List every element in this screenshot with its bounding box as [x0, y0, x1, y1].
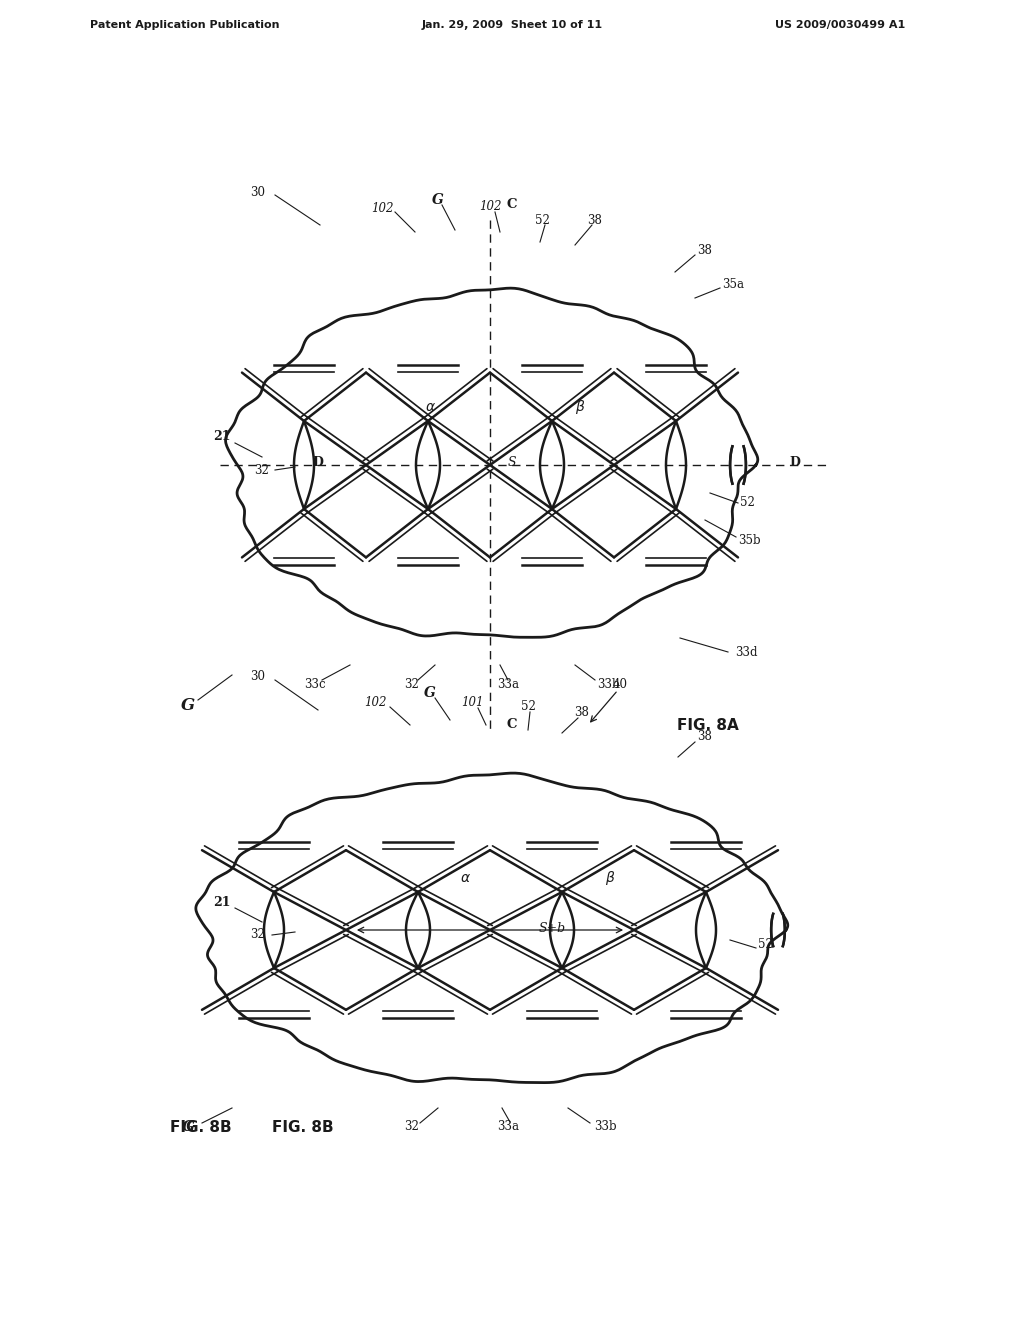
Text: 35b: 35b	[738, 533, 761, 546]
Text: 52: 52	[535, 214, 550, 227]
Text: FIG. 8A: FIG. 8A	[677, 718, 739, 733]
Text: S+b: S+b	[539, 921, 565, 935]
Polygon shape	[225, 288, 758, 638]
Text: 30: 30	[251, 671, 265, 684]
Text: 21: 21	[213, 430, 230, 444]
Text: 52: 52	[758, 939, 773, 952]
Text: 32: 32	[404, 678, 420, 692]
Text: G: G	[181, 1119, 195, 1134]
Text: $\beta$: $\beta$	[605, 869, 615, 887]
Text: D: D	[790, 455, 801, 469]
Text: 33b: 33b	[597, 678, 620, 692]
Text: 33d: 33d	[735, 645, 758, 659]
Text: 33a: 33a	[497, 1121, 519, 1134]
Text: 35a: 35a	[722, 279, 744, 292]
Text: $\beta$: $\beta$	[574, 399, 586, 416]
Text: C: C	[507, 198, 517, 211]
Text: Jan. 29, 2009  Sheet 10 of 11: Jan. 29, 2009 Sheet 10 of 11	[422, 20, 602, 30]
Text: 32: 32	[251, 928, 265, 941]
Text: 32: 32	[404, 1121, 420, 1134]
Text: $\alpha$: $\alpha$	[460, 871, 470, 884]
Text: 33a: 33a	[497, 678, 519, 692]
Text: 102: 102	[479, 201, 502, 214]
Text: G: G	[424, 686, 436, 700]
Text: 52: 52	[520, 701, 536, 714]
Text: 102: 102	[371, 202, 393, 214]
Text: G: G	[181, 697, 196, 714]
Text: 21: 21	[213, 895, 230, 908]
Text: 30: 30	[251, 186, 265, 198]
Polygon shape	[196, 774, 787, 1082]
Text: $\alpha$: $\alpha$	[425, 400, 435, 414]
Text: 33b: 33b	[594, 1121, 616, 1134]
Text: C: C	[507, 718, 517, 731]
Text: US 2009/0030499 A1: US 2009/0030499 A1	[775, 20, 905, 30]
Text: 38: 38	[588, 214, 602, 227]
Text: S: S	[508, 455, 516, 469]
Text: 101: 101	[461, 697, 483, 710]
Text: D: D	[312, 455, 324, 469]
Text: 40: 40	[612, 678, 628, 692]
Text: 38: 38	[697, 243, 713, 256]
Text: 52: 52	[740, 496, 755, 510]
Text: 102: 102	[364, 697, 386, 710]
Text: FIG. 8B: FIG. 8B	[170, 1119, 231, 1134]
Text: 38: 38	[697, 730, 713, 743]
Text: 33c: 33c	[304, 678, 326, 692]
Text: 38: 38	[574, 706, 590, 719]
Text: Patent Application Publication: Patent Application Publication	[90, 20, 280, 30]
Text: G: G	[432, 193, 444, 207]
Text: 32: 32	[255, 463, 269, 477]
Text: FIG. 8B: FIG. 8B	[272, 1119, 334, 1134]
